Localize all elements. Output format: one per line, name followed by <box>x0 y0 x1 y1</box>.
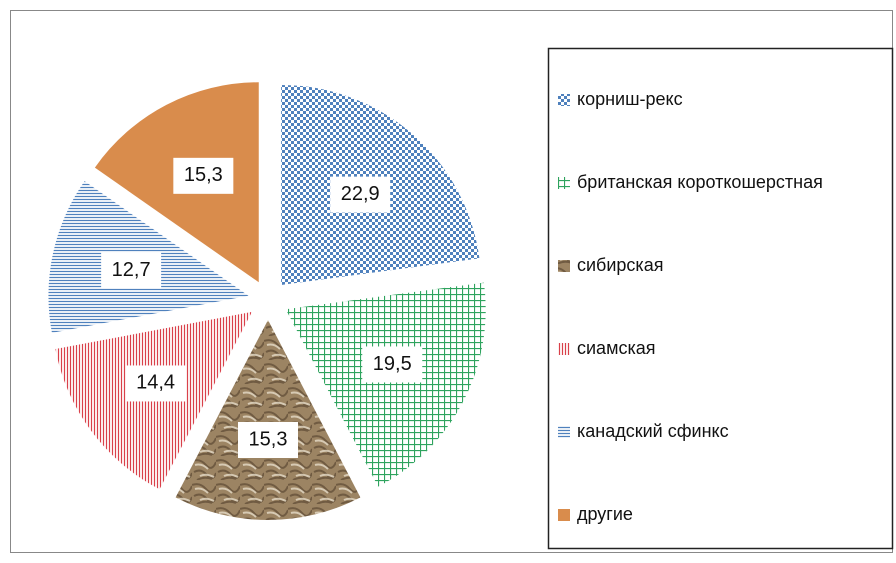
label-bg <box>101 252 162 289</box>
pie-slice <box>285 282 486 487</box>
data-label: 14,4 <box>136 372 175 394</box>
pie-slice <box>175 320 361 520</box>
data-label: 12,7 <box>112 259 151 281</box>
legend-label: другие <box>577 504 633 524</box>
data-label: 22,9 <box>341 183 380 205</box>
legend-swatch <box>558 177 570 189</box>
legend-label: канадский сфинкс <box>577 421 729 441</box>
label-bg <box>173 157 234 194</box>
label-bg <box>125 365 186 402</box>
data-label: 15,3 <box>249 428 288 450</box>
label-bg <box>238 422 298 458</box>
data-label: 15,3 <box>184 164 223 186</box>
legend-swatch <box>558 509 570 521</box>
legend-swatch <box>558 426 570 438</box>
label-bg <box>330 176 391 213</box>
legend-swatch <box>558 94 570 106</box>
legend-label: сиамская <box>577 338 655 358</box>
legend-label: корниш-рекс <box>577 89 683 109</box>
legend-label: британская короткошерстная <box>577 172 823 192</box>
legend-swatch <box>558 260 570 272</box>
label-bg <box>362 346 423 383</box>
data-label: 19,5 <box>373 353 412 375</box>
legend-swatch <box>558 343 570 355</box>
legend-box <box>547 47 894 550</box>
legend-label: сибирская <box>577 255 663 275</box>
